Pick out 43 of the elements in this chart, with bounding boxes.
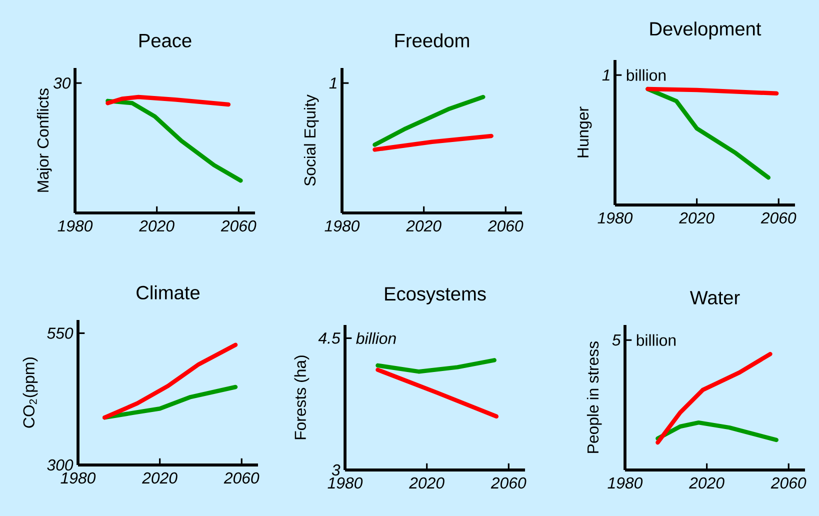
x-tick-label: 1980 xyxy=(608,477,643,489)
x-tick-label: 2020 xyxy=(409,477,444,489)
annotation: billion xyxy=(356,332,396,344)
x-tick-label: 1980 xyxy=(598,212,633,224)
chart-title: Water xyxy=(690,291,740,304)
x-tick-label: 2020 xyxy=(689,477,724,489)
x-tick-label: 2020 xyxy=(142,472,178,484)
y-axis-title: Forests (ha) xyxy=(294,356,310,440)
y-tick-label: 3 xyxy=(332,464,340,476)
x-tick-label: 1980 xyxy=(60,472,96,484)
line-series xyxy=(376,358,496,374)
x-tick-label: 2060 xyxy=(220,220,256,232)
x-tick-label: 1980 xyxy=(324,220,360,232)
chart-title: Development xyxy=(650,22,762,40)
y-axis-title: Hunger xyxy=(578,106,592,158)
y-axis-title: CO$_{2}$(ppm) xyxy=(22,358,38,428)
chart-title: Freedom xyxy=(395,33,469,48)
text: 5 xyxy=(612,334,621,346)
x-tick-label: 1980 xyxy=(58,220,93,232)
x-tick-label: 2060 xyxy=(760,212,796,224)
x-tick-label: 1980 xyxy=(328,477,363,489)
x-tick-label: 2020 xyxy=(406,220,442,232)
x-tick-label: 2020 xyxy=(679,212,714,224)
text: 1 xyxy=(329,78,336,89)
line-series xyxy=(102,342,238,420)
x-tick-label: 2060 xyxy=(490,477,526,489)
chart-title: Climate xyxy=(136,285,200,300)
x-tick-label: 2020 xyxy=(139,220,174,232)
y-axis-title: Social Equity xyxy=(304,94,319,186)
chart-title: Peace xyxy=(140,34,192,48)
text: 1 xyxy=(602,70,610,81)
x-tick-label: 2060 xyxy=(488,220,524,232)
chart-title: Ecosystems xyxy=(385,287,486,304)
y-tick-label: 550 xyxy=(47,328,74,339)
x-tick-label: 2060 xyxy=(770,477,806,489)
text: billion xyxy=(636,334,676,346)
x-tick-label: 2060 xyxy=(224,472,260,484)
y-axis-title: Major Conflicts xyxy=(36,88,52,192)
text: 30 xyxy=(53,77,71,89)
y-tick-label: 300 xyxy=(47,459,74,471)
text: billion xyxy=(626,69,666,81)
y-tick-label: 4.5 xyxy=(318,332,340,344)
y-axis-title: People in stress xyxy=(586,341,602,453)
